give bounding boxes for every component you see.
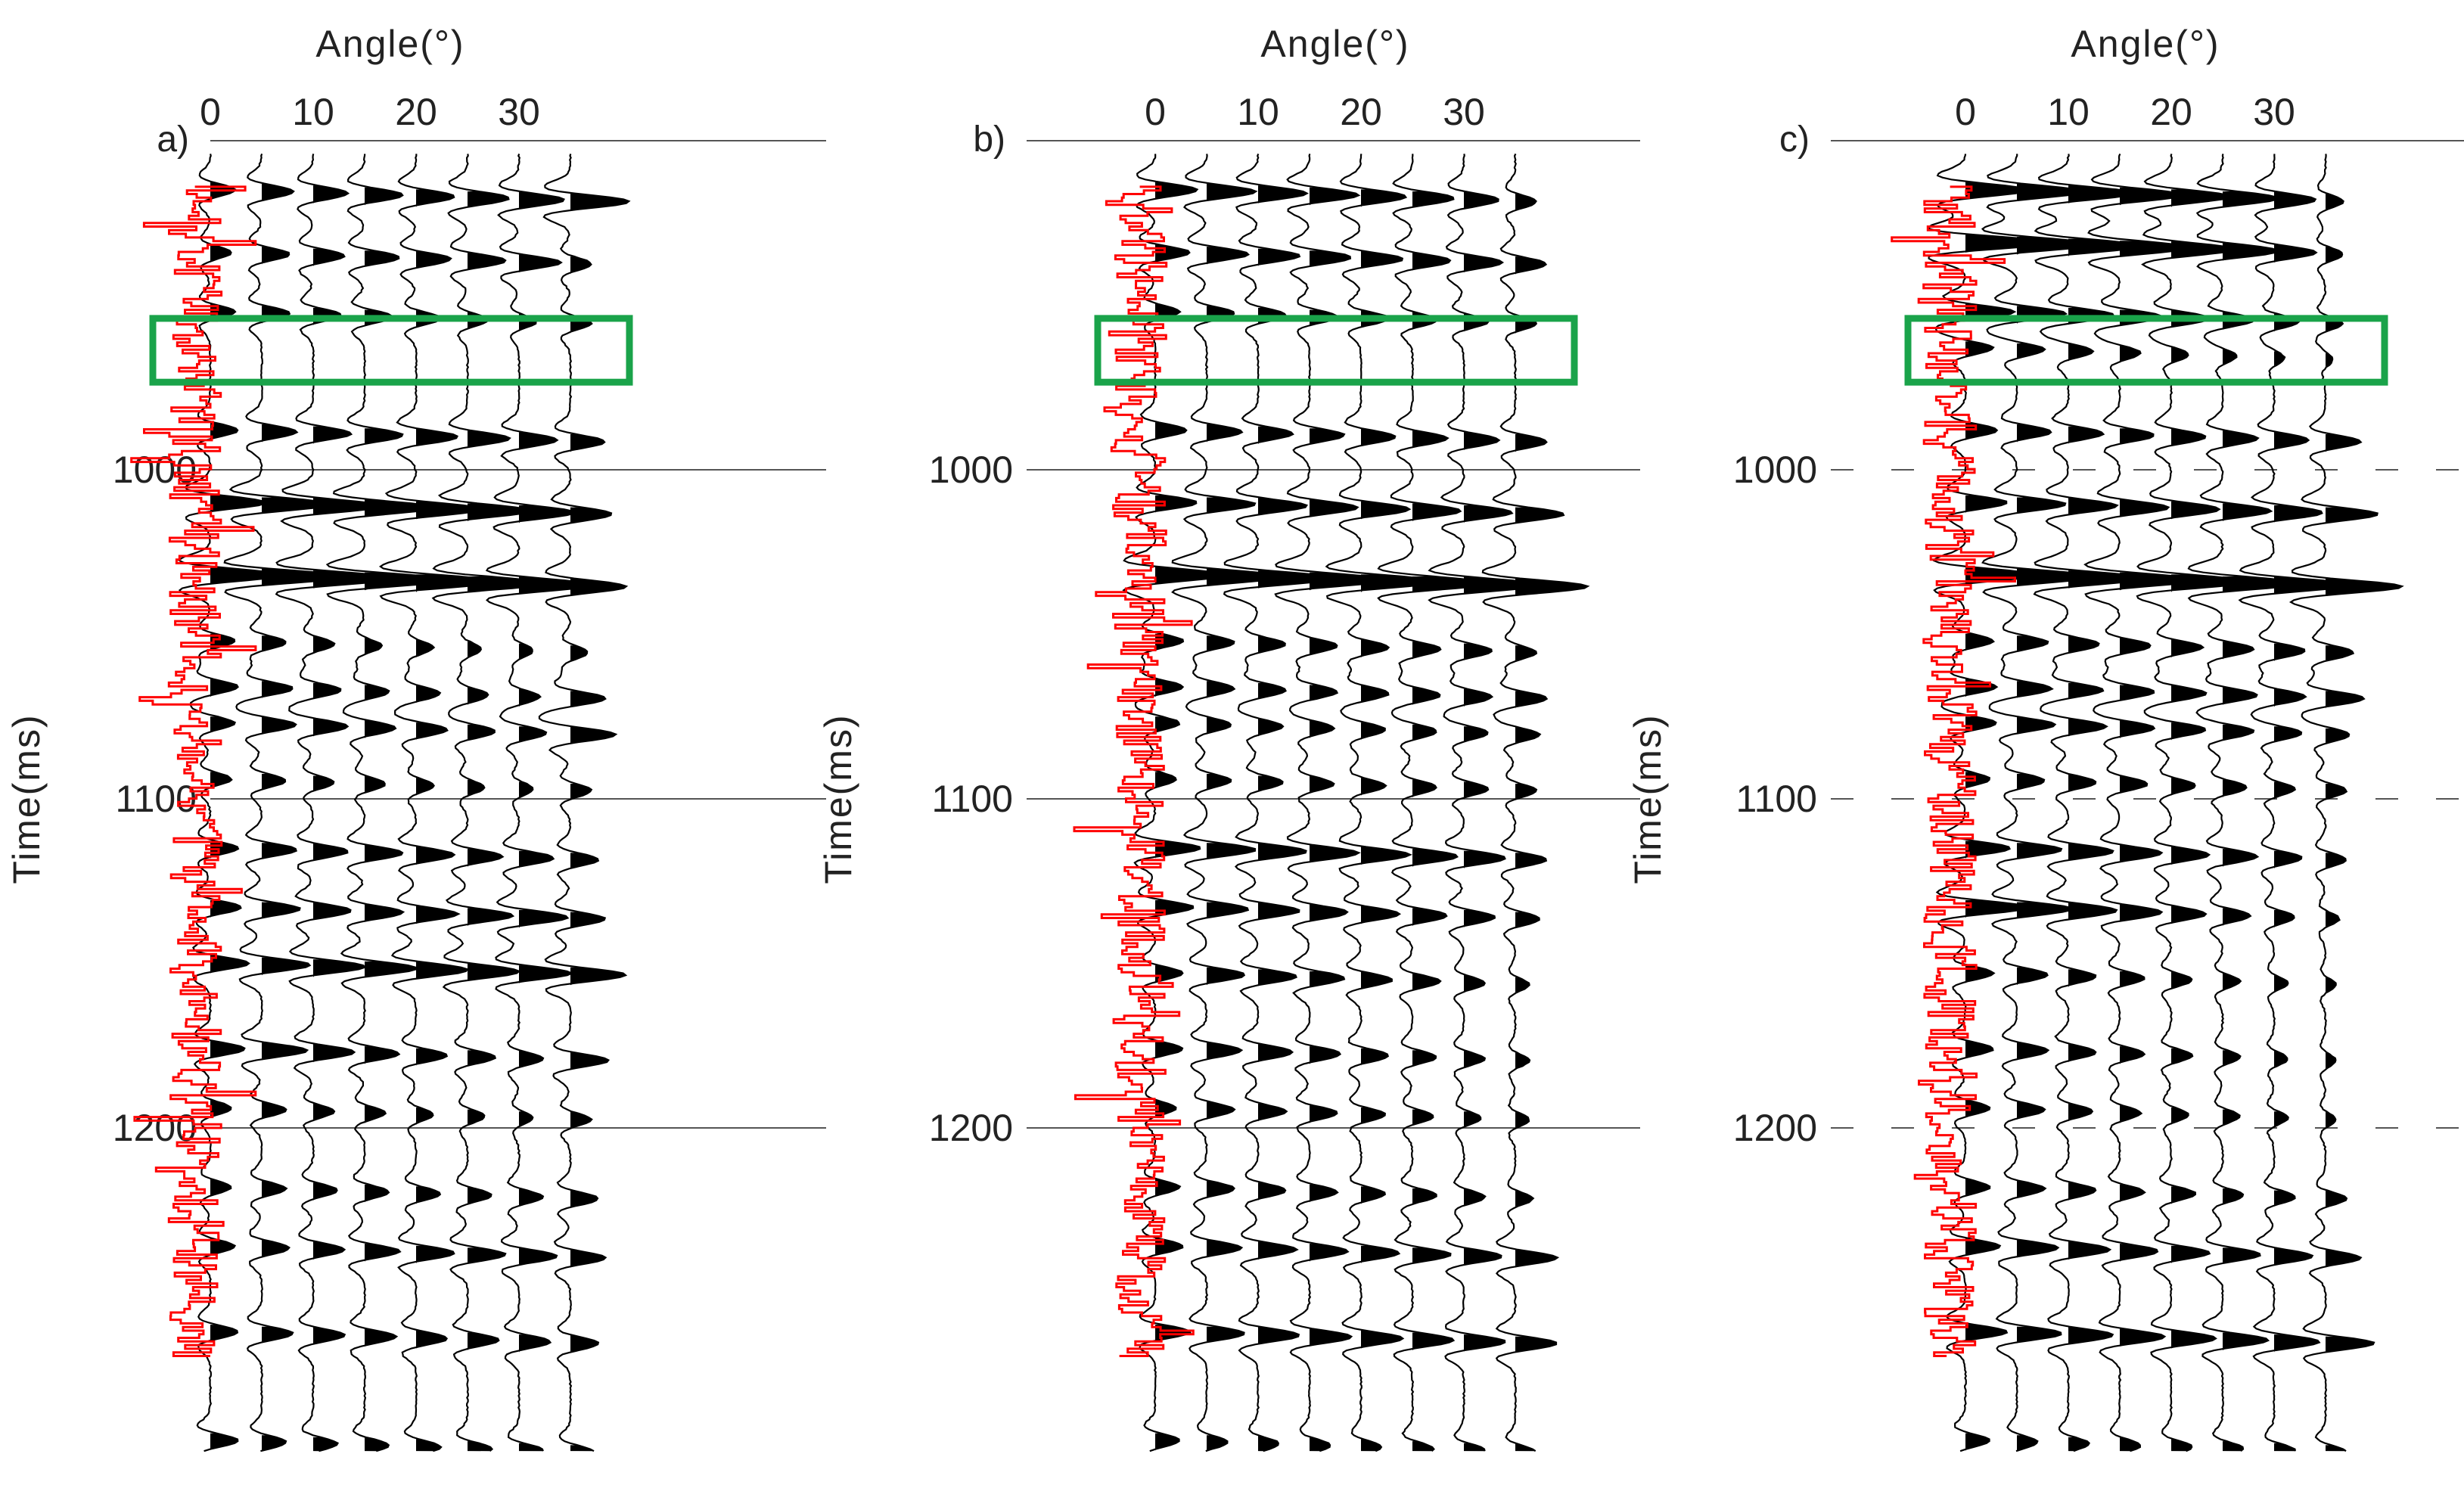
panel-b-trace-line <box>1377 154 1490 1452</box>
panel-b-highlight-box <box>1094 315 1578 386</box>
panel-a-trace-fill <box>262 154 345 1452</box>
panel-a-y-axis-title: Time(ms) <box>5 713 48 884</box>
panel-b-x-tick-label: 30 <box>1443 91 1485 133</box>
panel-b-trace-line <box>1171 154 1287 1452</box>
panel-c-traces <box>1927 153 2404 1452</box>
panel-a-traces <box>178 153 631 1452</box>
panel-a-trace-line <box>431 154 545 1452</box>
panel-c-y-tick-label: 1200 <box>1733 1107 1817 1149</box>
panel-a-trace-line <box>485 153 594 1452</box>
panel-c-trace-fill <box>2326 154 2402 1452</box>
panel-b-trace-line <box>1274 154 1388 1452</box>
panel-c-trace-line <box>1927 154 2052 1452</box>
panel-a-x-axis-title: Angle(°) <box>315 23 465 65</box>
panel-b-trace-line <box>1325 154 1438 1452</box>
panel-c-highlight-box <box>1904 315 2388 386</box>
panel-a-x-tick-label: 30 <box>498 91 540 133</box>
panel-b-traces <box>1122 153 1590 1452</box>
panel-b-trace-fill <box>1155 154 1225 1452</box>
panel-c-x-tick-label: 30 <box>2253 91 2295 133</box>
panel-c-trace-line <box>1981 154 2096 1452</box>
panel-c-x-axis-title: Angle(°) <box>2071 23 2220 65</box>
panel-b-plot: 0 10 20 30 1000 1100 1200 <box>929 91 1640 1452</box>
panel-a-label: a) <box>157 120 189 160</box>
panel-a-trace-line <box>223 154 348 1452</box>
panel-b-y-tick-label: 1100 <box>931 778 1013 820</box>
panel-c-label: c) <box>1779 120 1810 160</box>
panel-c-x-tick-label: 0 <box>1955 91 1976 133</box>
panel-b-y-tick-label: 1200 <box>929 1107 1013 1149</box>
panel-b-trace-line <box>1481 153 1590 1452</box>
panel-b-x-tick-label: 10 <box>1237 91 1279 133</box>
panel-c-trace-line <box>2187 154 2300 1452</box>
panel-a-trace-line <box>538 154 631 1452</box>
panel-b-well-log-line <box>1073 185 1195 1357</box>
panel-c: 0 10 20 30 1000 1100 1200 Angle(°) Time(ms) c) <box>1627 23 2464 1452</box>
panel-a-trace-line <box>275 154 399 1452</box>
panel-b-y-tick-label: 1000 <box>929 449 1013 491</box>
panel-c-trace-line <box>2288 154 2404 1452</box>
panel-a-x-tick-label: 0 <box>200 91 221 133</box>
panel-c-plot: 0 10 20 30 1000 1100 1200 <box>1733 91 2464 1452</box>
panel-b-x-axis-title: Angle(°) <box>1260 23 1409 65</box>
panel-b-trace-line <box>1428 154 1542 1452</box>
panel-c-trace-line <box>2136 154 2250 1452</box>
panel-b-y-axis-title: Time(ms) <box>817 713 859 884</box>
panel-a-y-tick-label: 1100 <box>115 778 197 820</box>
panel-b-trace-line <box>1223 153 1338 1452</box>
panel-c-trace-line <box>2033 154 2148 1452</box>
panel-a-trace-fill <box>570 154 629 1452</box>
panel-c-x-tick-label: 20 <box>2150 91 2192 133</box>
panel-a-trace-line <box>325 154 450 1452</box>
panel-c-trace-line <box>2238 154 2353 1452</box>
panel-c-x-tick-label: 10 <box>2047 91 2090 133</box>
panel-b: 0 10 20 30 1000 1100 1200 Angle(°) Time(ms) b) <box>817 23 1640 1452</box>
panel-b-x-tick-label: 20 <box>1340 91 1382 133</box>
panel-a-trace-fill <box>210 154 280 1452</box>
panel-c-y-tick-label: 1000 <box>1733 449 1817 491</box>
panel-a-trace-line <box>178 154 282 1452</box>
panel-b-x-tick-label: 0 <box>1145 91 1166 133</box>
panel-a-x-tick-label: 10 <box>292 91 334 133</box>
panel-a-trace-line <box>378 154 497 1452</box>
panel-b-well-log <box>1073 185 1195 1357</box>
panel-c-y-axis-title: Time(ms) <box>1627 713 1669 884</box>
panel-a-x-tick-label: 20 <box>395 91 437 133</box>
panel-c-trace-line <box>2083 153 2199 1452</box>
panel-a-highlight-box <box>149 315 633 386</box>
panel-b-label: b) <box>973 120 1005 160</box>
panel-c-y-tick-label: 1100 <box>1735 778 1817 820</box>
